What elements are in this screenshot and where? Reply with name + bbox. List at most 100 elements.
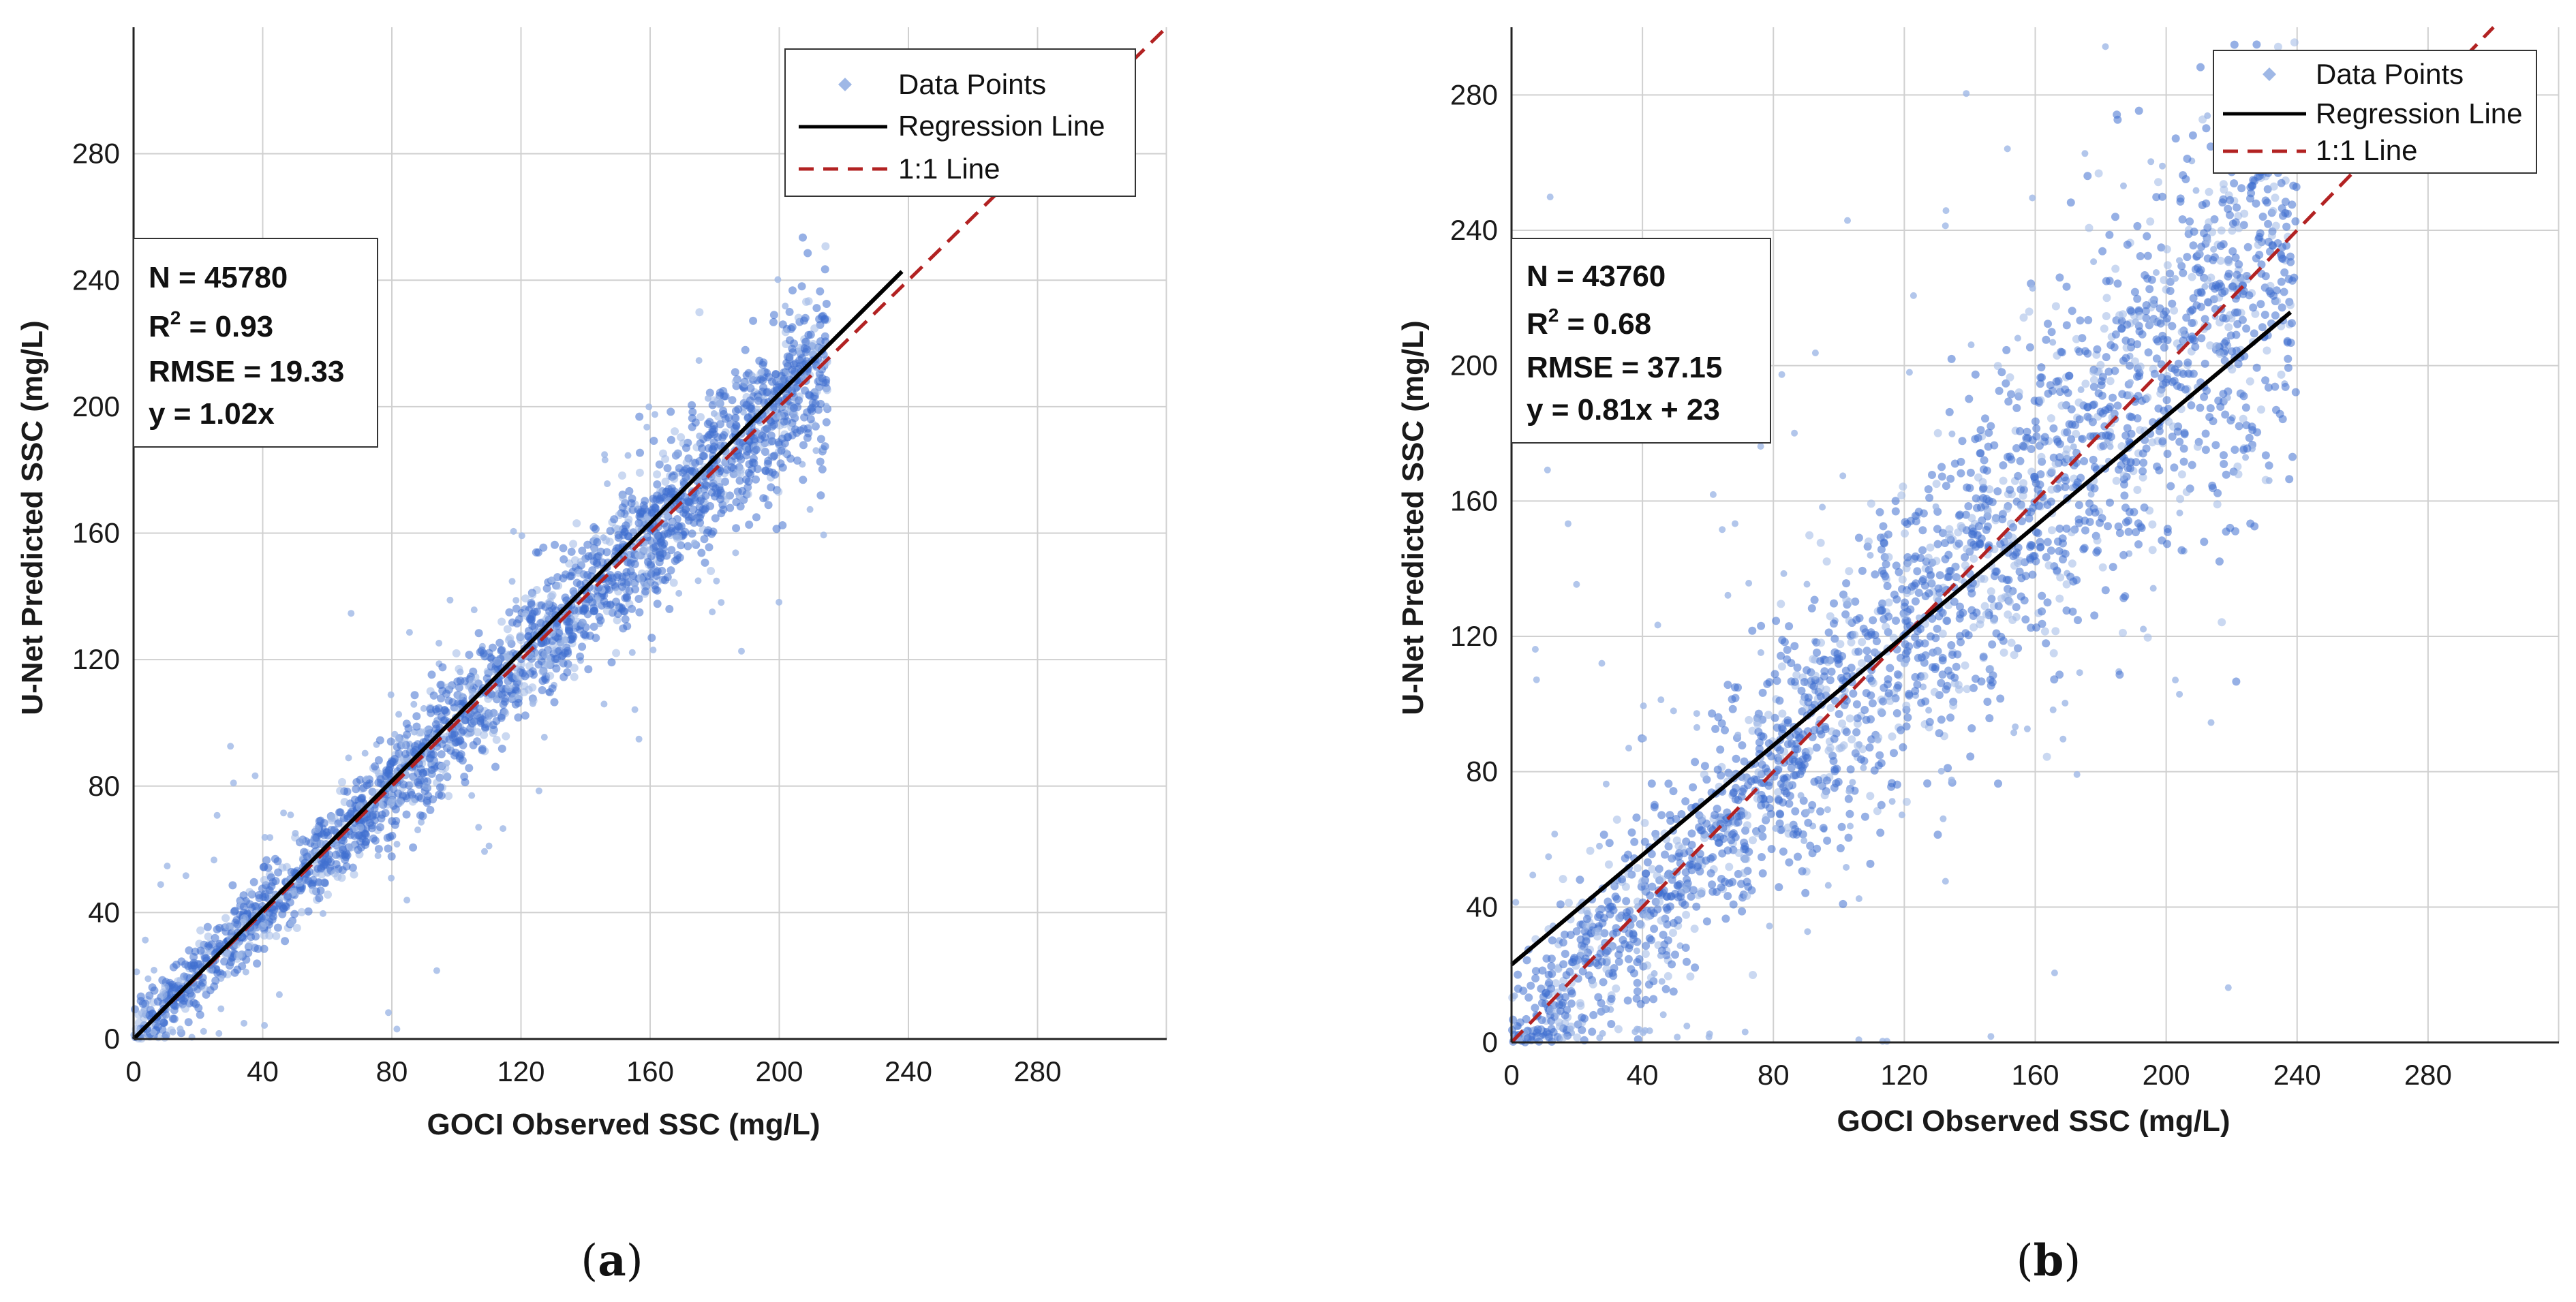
data-point [288,920,294,927]
data-point [514,698,523,707]
data-point [780,375,788,384]
data-point [1949,701,1958,710]
data-point [782,303,789,310]
data-point [696,432,703,439]
y-axis-title-a: U-Net Predicted SSC (mg/L) [16,320,49,715]
data-point [752,513,761,522]
data-point [245,941,254,950]
data-point [1869,616,1877,625]
data-point [1531,974,1540,982]
data-point [1757,443,1764,450]
data-point [2004,610,2012,619]
data-point [1867,715,1875,724]
data-point [1983,507,1992,516]
data-point [2037,363,2046,372]
data-point [579,630,588,639]
data-point [2112,476,2121,485]
data-point [662,551,671,560]
data-point [437,712,446,721]
data-point [326,858,335,866]
data-point [2072,335,2081,343]
data-point [2177,262,2186,270]
stat-r2-a: R2 = 0.93 [149,307,273,343]
data-point [2071,420,2080,429]
data-point [1967,724,1976,732]
data-point [2068,307,2076,315]
data-point [215,1029,223,1037]
data-point [601,451,609,459]
data-point [1817,638,1826,647]
data-point [2177,328,2186,337]
data-point [1939,815,1947,822]
data-point [1971,370,1980,379]
data-point [1804,928,1811,935]
data-point [799,233,807,242]
data-point [803,249,812,258]
data-point [1864,654,1873,663]
data-point [401,749,410,758]
data-point [688,529,696,538]
data-point [153,997,162,1006]
data-point [1988,678,1997,687]
data-point [249,878,258,886]
data-point [489,721,497,730]
data-point [2230,446,2239,454]
data-point [667,524,676,533]
data-point [586,632,594,640]
data-point [774,487,783,496]
data-point [495,638,504,647]
data-point [698,444,707,453]
data-point [1791,429,1798,437]
data-point [624,452,632,459]
data-point [2094,169,2103,178]
data-point [2197,334,2206,343]
data-point [1693,710,1700,717]
data-point [1935,729,1944,738]
data-point [791,384,800,392]
data-point [450,730,459,739]
data-point [336,786,345,795]
data-point [385,1009,392,1017]
data-point [2062,580,2071,589]
data-point [1954,528,1963,537]
data-point [2226,523,2235,532]
data-point [1625,944,1634,952]
data-point [2011,551,2020,559]
x-tick-label: 0 [125,1055,141,1087]
data-point [709,527,718,536]
data-point [702,481,711,490]
data-point [2232,330,2241,339]
data-point [2067,405,2076,414]
data-point [1672,836,1681,845]
legend-a: Data Points Regression Line 1:1 Line [784,48,1136,197]
data-point [2113,279,2122,288]
data-point [2158,536,2166,545]
data-point [1607,1020,1616,1028]
data-point [2198,115,2207,124]
data-point [801,386,810,395]
data-point [384,844,393,853]
data-point [489,643,497,652]
data-point [541,650,550,659]
data-point [388,796,397,805]
data-point [1888,798,1896,805]
data-point [393,841,401,848]
data-point [1758,869,1767,878]
data-point [721,478,729,486]
data-point [1958,437,1967,446]
data-point [665,604,674,613]
data-point [2017,501,2025,510]
data-point [706,501,715,510]
data-point [408,797,417,806]
data-point [1671,950,1679,959]
data-point [1880,683,1888,692]
data-point [2215,557,2224,566]
data-point [1932,557,1941,565]
data-point [1668,854,1676,863]
data-point [2130,288,2139,296]
data-point [602,548,611,557]
data-point [2153,269,2160,276]
data-point [1723,681,1732,689]
data-point [1797,792,1805,799]
data-point [1775,883,1783,892]
